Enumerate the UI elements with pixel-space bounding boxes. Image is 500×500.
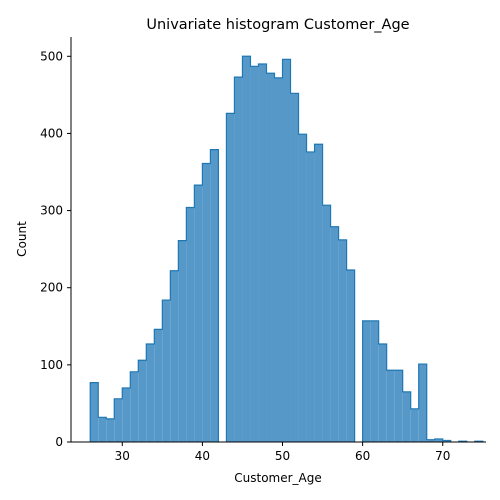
histogram-outline	[89, 55, 484, 442]
y-tick-label-400: 400	[40, 126, 63, 140]
histogram-bar-28	[314, 144, 323, 442]
histogram-bar-17	[226, 113, 235, 442]
x-tick-label-70: 70	[435, 449, 450, 463]
histogram-bar-19	[242, 56, 251, 443]
y-axis-label: Count	[15, 221, 29, 257]
histogram-bar-41	[418, 364, 427, 442]
histogram-bar-39	[402, 391, 411, 442]
y-tick-label-500: 500	[40, 49, 63, 63]
histogram-bar-36	[378, 344, 387, 442]
histogram-bar-1	[98, 417, 107, 442]
histogram-bar-37	[386, 370, 395, 442]
histogram-bar-30	[330, 226, 339, 442]
chart-title: Univariate histogram Customer_Age	[146, 17, 409, 33]
histogram-bar-14	[202, 163, 211, 442]
histogram-bar-3	[114, 398, 123, 442]
histogram-bar-18	[234, 77, 243, 442]
histogram-bar-24	[282, 59, 291, 442]
histogram-bar-5	[130, 371, 139, 442]
histogram-bar-29	[322, 205, 331, 442]
y-tick-label-300: 300	[40, 204, 63, 218]
y-tick-label-200: 200	[40, 281, 63, 295]
histogram-bar-31	[338, 239, 347, 442]
histogram-bar-7	[146, 344, 155, 442]
histogram-bar-6	[138, 360, 147, 442]
histogram-bar-38	[394, 370, 403, 442]
histogram-bar-21	[258, 64, 267, 442]
histogram-bar-8	[154, 329, 163, 442]
histogram-bar-2	[106, 418, 115, 442]
x-tick-label-50: 50	[275, 449, 290, 463]
histogram-bars	[89, 55, 484, 443]
histogram-bar-4	[122, 388, 131, 442]
y-tick-label-0: 0	[55, 435, 63, 449]
histogram-bar-12	[186, 207, 195, 442]
histogram-bar-15	[210, 149, 219, 442]
histogram-bar-42	[426, 439, 435, 442]
histogram-bar-35	[370, 320, 379, 442]
histogram-bar-43	[434, 438, 443, 442]
x-tick-label-30: 30	[115, 449, 130, 463]
x-tick-label-60: 60	[355, 449, 370, 463]
y-tick-label-100: 100	[40, 358, 63, 372]
x-axis-label: Customer_Age	[234, 471, 322, 485]
y-axis: 0 100 200 300 400 500	[40, 37, 72, 449]
histogram-bar-32	[346, 269, 355, 442]
histogram-bar-23	[274, 77, 283, 442]
histogram-bar-40	[410, 408, 419, 442]
histogram-bar-0	[90, 382, 99, 442]
histogram-bar-26	[298, 134, 307, 442]
histogram-bar-11	[178, 240, 187, 442]
x-tick-label-40: 40	[195, 449, 210, 463]
histogram-bar-44	[442, 440, 451, 442]
histogram-bar-20	[250, 66, 259, 443]
x-axis: 30 40 50 60 70	[71, 441, 486, 463]
histogram-bar-13	[194, 185, 203, 442]
histogram-bar-34	[362, 320, 371, 442]
histogram-bar-10	[170, 270, 179, 442]
histogram-bar-22	[266, 73, 275, 442]
histogram-bar-25	[290, 93, 299, 443]
histogram-bar-9	[162, 300, 171, 442]
histogram-bar-27	[306, 151, 315, 442]
